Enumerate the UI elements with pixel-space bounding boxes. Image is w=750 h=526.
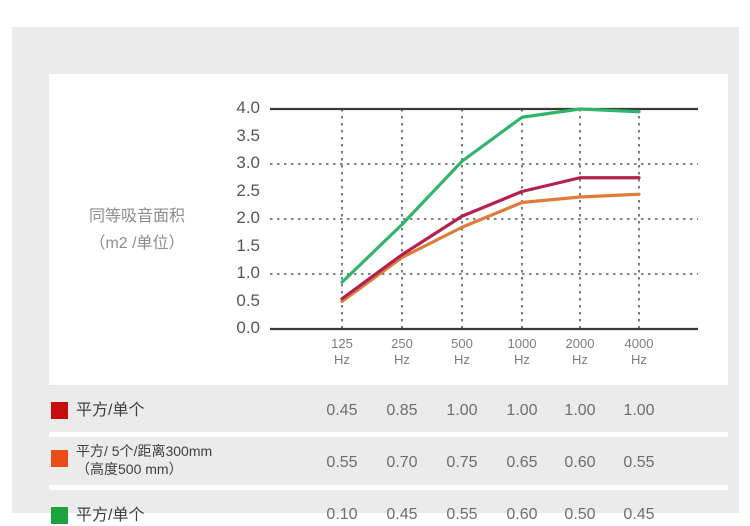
legend-swatch-red [51,402,68,419]
y-axis-title-line1: 同等吸音面积 [88,208,185,225]
table-value: 0.85 [386,402,418,419]
table-value: 0.55 [623,454,655,471]
y-tick-label: 4.0 [236,98,260,117]
x-tick-label: 125 Hz [331,336,353,367]
legend-label: 平方/单个 [76,507,145,524]
table-value: 0.65 [506,454,538,471]
row-separator [49,432,728,437]
table-value: 0.60 [506,506,538,523]
row-values: 0.10 0.45 0.55 0.60 0.50 0.45 [12,506,750,526]
y-tick-label: 1.0 [236,263,260,282]
x-tick-label: 4000 Hz [624,336,654,367]
legend-swatch-green [51,507,68,524]
y-tick-label: 2.0 [236,208,260,227]
table-value: 0.55 [326,454,358,471]
table-value: 1.00 [623,402,655,419]
row-values: 0.55 0.70 0.75 0.65 0.60 0.55 [12,454,750,476]
x-tick-label: 1000 Hz [507,336,537,367]
legend-swatch-orange [51,450,68,467]
legend-label-line2: （高度500 mm） [76,461,183,477]
table-value: 0.50 [564,506,596,523]
legend-label: 平方/ 5个/距离300mm （高度500 mm） [76,442,212,478]
y-tick-label: 3.5 [236,125,260,145]
x-tick-label: 2000 Hz [565,336,595,367]
legend-label: 平方/单个 [76,402,145,419]
y-tick-label: 3.0 [236,153,260,172]
table-value: 0.10 [326,506,358,523]
y-tick-label: 1.5 [236,235,260,255]
table-value: 0.60 [564,454,596,471]
y-tick-label: 0.5 [236,290,260,310]
row-values: 0.45 0.85 1.00 1.00 1.00 1.00 [12,402,750,424]
y-tick-label: 0.0 [236,318,260,337]
table-value: 0.45 [386,506,418,523]
table-value: 1.00 [506,402,538,419]
table-value: 0.45 [623,506,655,523]
table-value: 0.75 [446,454,478,471]
table-value: 1.00 [564,402,596,419]
y-axis-title-line2: （m2 /单位） [89,235,185,252]
table-value: 0.70 [386,454,418,471]
row-separator [49,485,728,490]
legend-label-line1: 平方/ 5个/距离300mm [76,443,213,459]
table-value: 0.45 [326,402,358,419]
x-tick-label: 500 Hz [451,336,473,367]
y-tick-label: 2.5 [236,180,260,200]
table-value: 1.00 [446,402,478,419]
x-tick-label: 250 Hz [391,336,413,367]
content-panel: 同等吸音面积 （m2 /单位） 4.0 3.5 3.0 2.5 2.0 1.5 1.0 0.5… [12,27,739,524]
table-value: 0.55 [446,506,478,523]
y-axis-title: 同等吸音面积 （m2 /单位） [57,203,217,257]
